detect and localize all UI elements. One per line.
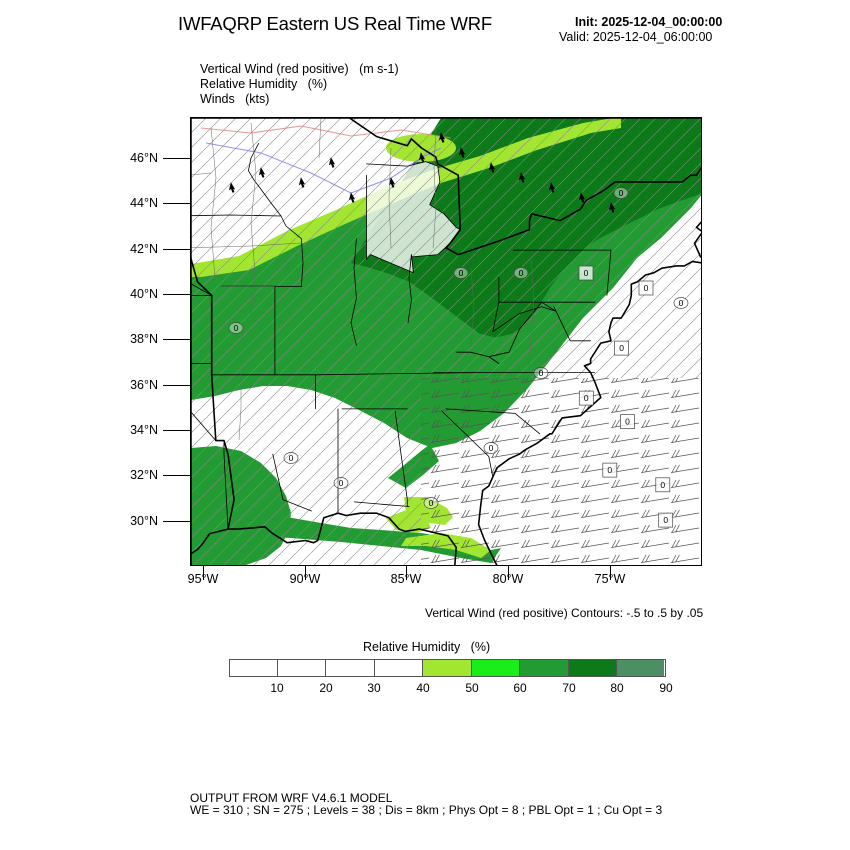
svg-text:0: 0	[234, 323, 239, 333]
svg-text:0: 0	[539, 368, 544, 378]
svg-text:0: 0	[459, 268, 464, 278]
svg-text:0: 0	[660, 480, 665, 490]
svg-text:0: 0	[679, 298, 684, 308]
svg-text:0: 0	[607, 465, 612, 475]
svg-text:0: 0	[644, 283, 649, 293]
svg-text:0: 0	[619, 343, 624, 353]
svg-text:0: 0	[429, 498, 434, 508]
svg-text:0: 0	[584, 268, 589, 278]
svg-text:0: 0	[663, 515, 668, 525]
svg-text:0: 0	[619, 188, 624, 198]
svg-text:0: 0	[625, 417, 630, 427]
svg-text:0: 0	[289, 453, 294, 463]
svg-text:0: 0	[519, 268, 524, 278]
svg-text:0: 0	[339, 478, 344, 488]
svg-text:0: 0	[489, 443, 494, 453]
svg-text:0: 0	[584, 393, 589, 403]
